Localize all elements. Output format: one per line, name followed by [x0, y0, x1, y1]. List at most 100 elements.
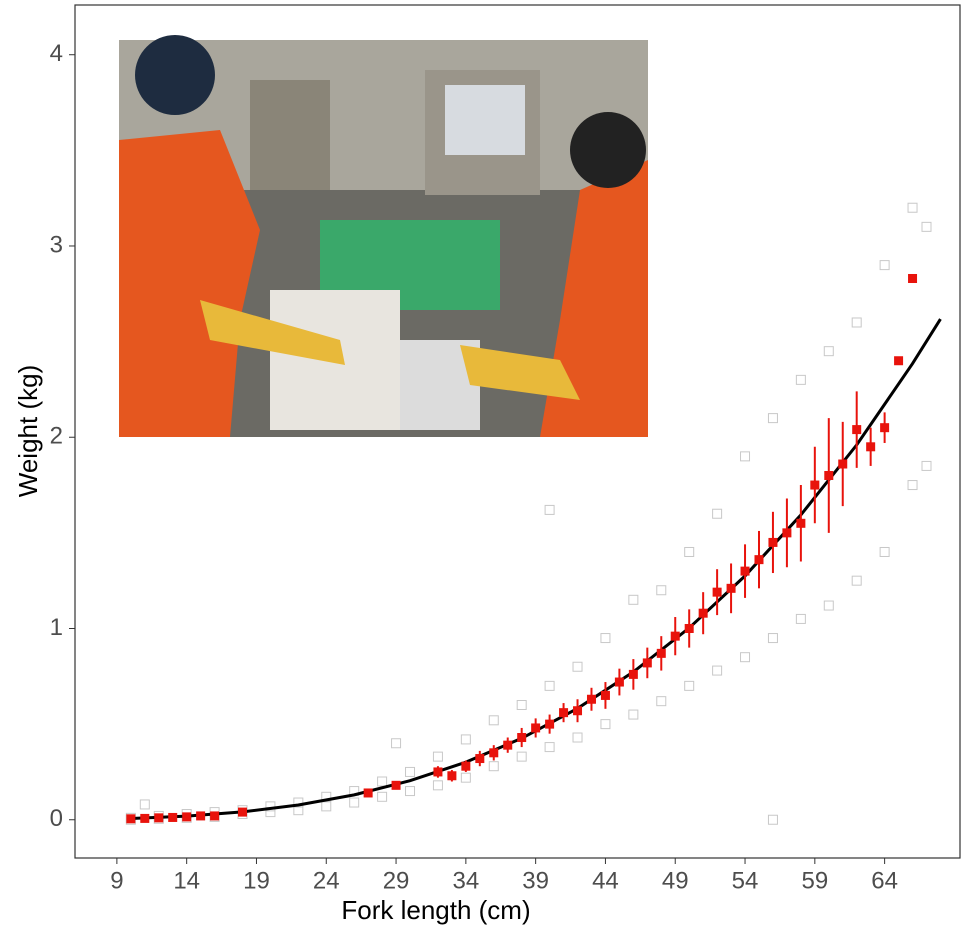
data-point: [907, 480, 918, 491]
mean-point: [726, 583, 736, 593]
mean-point: [517, 733, 527, 743]
mean-point: [573, 706, 583, 716]
y-tick-label: 2: [50, 423, 63, 450]
mean-point: [642, 658, 652, 668]
data-point: [321, 801, 332, 812]
y-tick-label: 3: [50, 231, 63, 258]
data-point: [377, 791, 388, 802]
mean-point: [126, 814, 136, 824]
mean-point: [698, 608, 708, 618]
photo-hat: [570, 112, 646, 188]
photo-scale: [250, 80, 330, 190]
data-point: [851, 575, 862, 586]
data-point: [684, 546, 695, 557]
data-point: [767, 633, 778, 644]
data-point: [460, 772, 471, 783]
data-point: [516, 699, 527, 710]
x-tick-label: 9: [110, 867, 123, 894]
data-point: [460, 734, 471, 745]
data-point: [488, 715, 499, 726]
mean-point: [154, 813, 164, 823]
data-point: [432, 751, 443, 762]
data-point: [544, 504, 555, 515]
data-point: [921, 221, 932, 232]
mean-point: [531, 723, 541, 733]
data-point: [740, 652, 751, 663]
data-point: [265, 801, 276, 812]
data-point: [684, 680, 695, 691]
mean-point: [168, 812, 178, 822]
data-point: [823, 600, 834, 611]
x-tick-label: 39: [522, 867, 549, 894]
mean-point: [782, 528, 792, 538]
mean-point: [210, 811, 220, 821]
data-point: [921, 460, 932, 471]
mean-point: [796, 518, 806, 528]
x-tick-label: 24: [313, 867, 340, 894]
mean-point: [768, 537, 778, 547]
mean-point: [754, 555, 764, 565]
data-point: [293, 797, 304, 808]
data-point: [405, 766, 416, 777]
mean-point: [880, 423, 890, 433]
mean-point: [559, 708, 569, 718]
mean-point: [852, 425, 862, 435]
data-point: [767, 814, 778, 825]
mean-point: [656, 648, 666, 658]
mean-point: [810, 480, 820, 490]
data-point: [544, 742, 555, 753]
mean-point: [182, 812, 192, 822]
data-point: [600, 633, 611, 644]
x-tick-label: 64: [871, 867, 898, 894]
mean-point: [196, 811, 206, 821]
photo-person: [119, 130, 260, 437]
data-point: [767, 413, 778, 424]
mean-point: [238, 807, 248, 817]
photo-person: [540, 160, 648, 437]
photo-hat: [135, 35, 215, 115]
mean-point: [433, 767, 443, 777]
x-tick-label: 19: [243, 867, 270, 894]
y-axis-title: Weight (kg): [13, 365, 43, 497]
data-point: [656, 585, 667, 596]
mean-point: [740, 566, 750, 576]
mean-point: [908, 273, 918, 283]
mean-point: [628, 669, 638, 679]
mean-point: [461, 761, 471, 771]
data-point: [600, 719, 611, 730]
mean-point: [670, 631, 680, 641]
mean-point: [866, 442, 876, 452]
data-point: [544, 680, 555, 691]
photo-inset: [119, 35, 648, 437]
data-point: [405, 786, 416, 797]
data-point: [712, 665, 723, 676]
photo-glove: [200, 300, 345, 365]
x-tick-label: 49: [662, 867, 689, 894]
mean-point: [363, 788, 373, 798]
data-point: [879, 546, 890, 557]
data-point: [628, 709, 639, 720]
data-point: [139, 799, 150, 810]
mean-point: [838, 459, 848, 469]
data-point: [851, 317, 862, 328]
data-point: [488, 761, 499, 772]
data-point: [879, 260, 890, 271]
mean-point: [503, 740, 513, 750]
mean-point: [586, 694, 596, 704]
mean-point: [894, 356, 904, 366]
data-point: [712, 508, 723, 519]
mean-point: [545, 719, 555, 729]
marks: [125, 202, 942, 825]
data-point: [391, 738, 402, 749]
mean-point: [712, 587, 722, 597]
data-point: [795, 374, 806, 385]
photo-screen: [445, 85, 525, 155]
data-point: [349, 797, 360, 808]
mean-point: [447, 771, 457, 781]
data-point: [795, 613, 806, 624]
data-point: [432, 780, 443, 791]
x-tick-label: 29: [383, 867, 410, 894]
data-point: [628, 594, 639, 605]
data-point: [572, 732, 583, 743]
